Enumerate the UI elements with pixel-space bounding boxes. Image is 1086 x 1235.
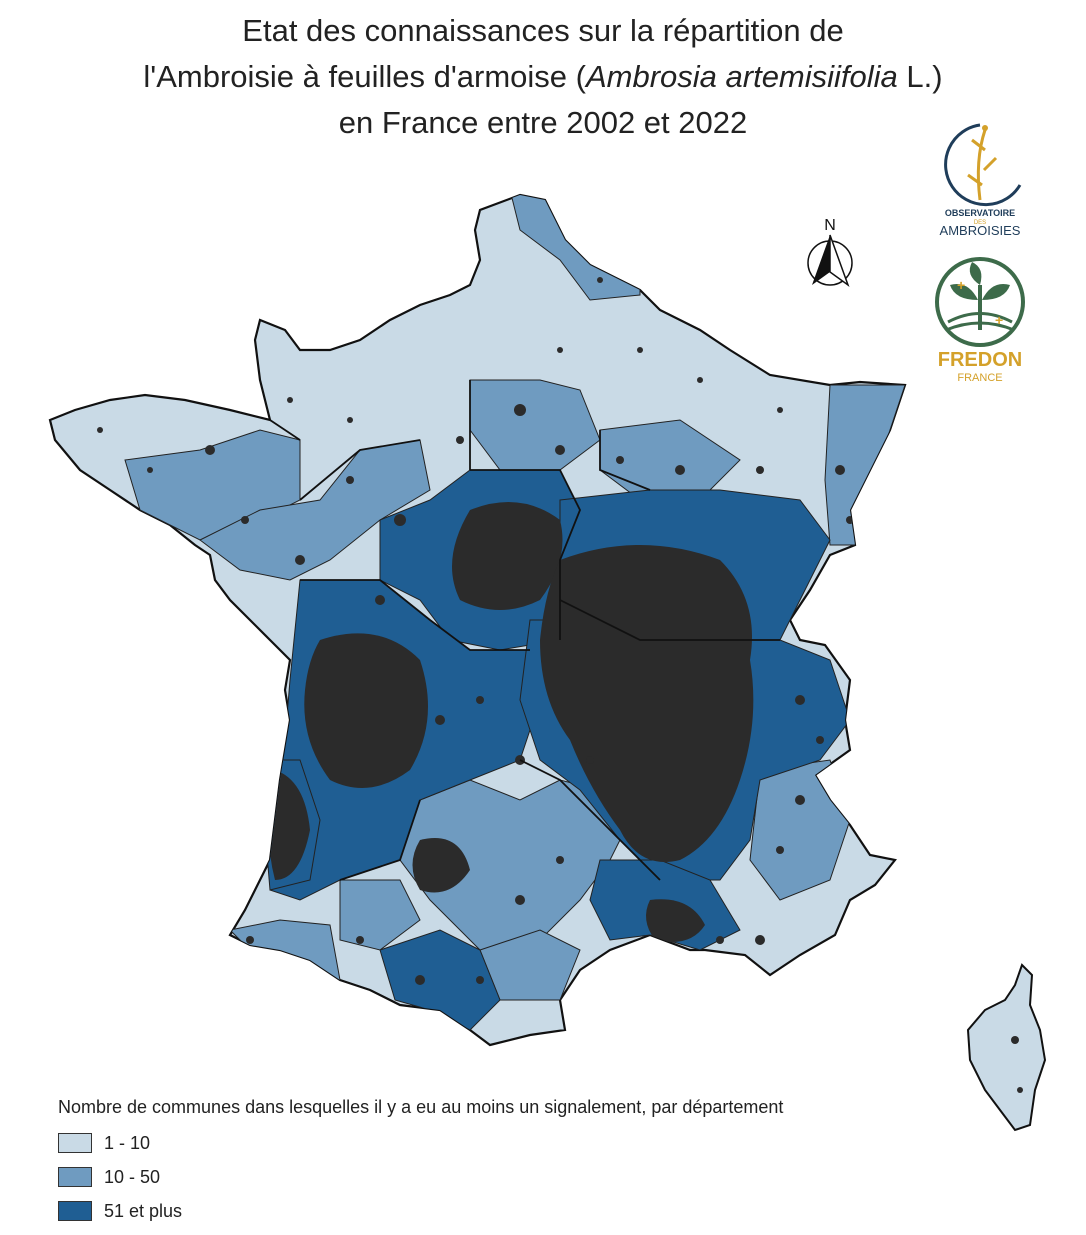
legend-label-high: 51 et plus [104,1200,183,1221]
corsica [966,963,1047,1132]
title-species-name: Ambrosia artemisiifolia [585,59,898,94]
fredon-name: FREDON [938,349,1022,371]
legend-item-high: 51 et plus [58,1194,783,1228]
commune-cluster-rhone [540,545,754,862]
legend-title: Nombre de communes dans lesquelles il y … [58,1097,784,1117]
dept-mid-idf [469,379,601,471]
title-line-1: Etat des connaissances sur la répartitio… [242,13,844,48]
map-title: Etat des connaissances sur la répartitio… [0,8,1086,146]
observatoire-line3: AMBROISIES [940,223,1021,238]
north-label: N [824,217,836,234]
dept-mid-alsace [824,384,905,546]
legend-item-mid: 10 - 50 [58,1160,783,1194]
title-line-2-start: l'Ambroisie à feuilles d'armoise ( [143,59,586,94]
commune-cluster-bouches-rhone [646,899,705,943]
dept-mid-alpes [749,759,851,901]
legend-swatch-low [58,1133,92,1153]
fredon-logo: + + FREDON FRANCE [935,257,1025,384]
commune-cluster-toulouse [412,838,470,893]
commune-cluster-aquitaine [304,633,428,788]
legend: Nombre de communes dans lesquelles il y … [58,1097,783,1228]
title-line-3: en France entre 2002 et 2022 [338,105,748,140]
legend-label-mid: 10 - 50 [104,1166,161,1187]
legend-swatch-mid [58,1167,92,1187]
legend-swatch-high [58,1201,92,1221]
title-line-2-end: L.) [897,59,943,94]
legend-label-low: 1 - 10 [104,1132,151,1153]
dept-mid-pays-loire [199,439,431,581]
plus-icon-left: + [957,277,965,293]
observatoire-line2: DES [974,220,986,226]
commune-cluster-gironde [268,770,310,880]
north-arrow-icon: N [807,217,853,288]
fredon-sub: FRANCE [957,372,1002,384]
dept-high-pyrenees [379,929,501,1031]
observatoire-logo: OBSERVATOIRE DES AMBROISIES [940,123,1022,238]
observatoire-line1: OBSERVATOIRE [945,208,1015,218]
dept-mid-landes [228,919,341,991]
dept-mid-pays-de-la-loire-2 [339,879,421,951]
title-line-2: l'Ambroisie à feuilles d'armoise (Ambros… [0,54,1086,100]
legend-item-low: 1 - 10 [58,1126,783,1160]
plus-icon-right: + [995,312,1003,328]
commune-cluster-centre [452,502,563,610]
